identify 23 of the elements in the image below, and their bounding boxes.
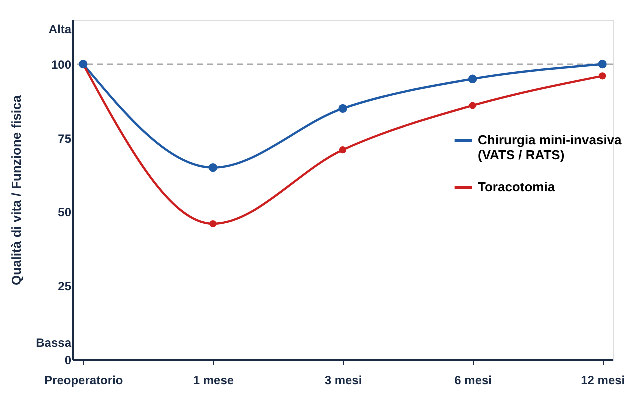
x-tick-label: 3 mesi bbox=[324, 374, 362, 388]
point bbox=[598, 60, 607, 69]
x-tick-label: 12 mesi bbox=[581, 374, 626, 388]
legend-label: Toracotomia bbox=[478, 180, 556, 194]
y-tick-label: Alta bbox=[48, 22, 72, 36]
y-tick-label: Bassa bbox=[36, 336, 72, 350]
legend-label: Chirurgia mini-invasiva (VATS / RATS) bbox=[478, 132, 623, 162]
y-tick-label: 0 bbox=[64, 354, 72, 368]
point bbox=[599, 72, 606, 80]
point bbox=[468, 74, 478, 84]
y-tick-label: 25 bbox=[58, 280, 72, 294]
x-tick-label: 6 mesi bbox=[454, 374, 492, 388]
y-axis-title: Qualità di vita / Funzione fisica bbox=[9, 94, 24, 286]
point bbox=[469, 102, 476, 110]
y-tick-label: 50 bbox=[58, 206, 72, 220]
point bbox=[339, 146, 347, 154]
y-tick-label: 75 bbox=[58, 132, 72, 146]
x-tick-label: 1 mese bbox=[193, 374, 234, 388]
point bbox=[210, 220, 217, 228]
point bbox=[338, 104, 348, 114]
point bbox=[208, 164, 218, 172]
y-tick-label: 100 bbox=[51, 58, 72, 72]
x-tick-label: Preoperatorio bbox=[44, 374, 124, 388]
